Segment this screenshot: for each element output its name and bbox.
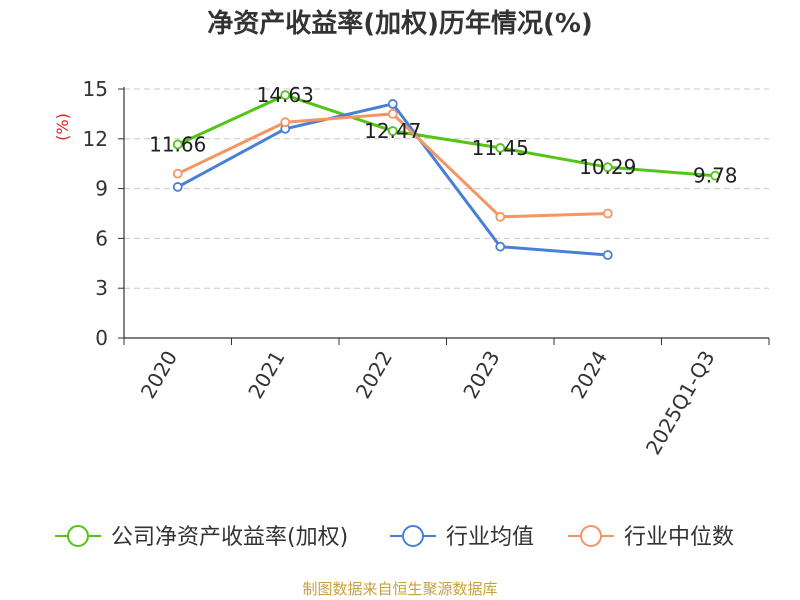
x-tick-label: 2023 [458,347,504,403]
data-label: 12.47 [364,119,421,143]
legend-label: 行业均值 [446,525,534,550]
data-label: 11.66 [149,132,206,156]
data-point [387,109,398,119]
legend-item: 公司净资产收益率(加权) [55,525,348,550]
chart-title: 净资产收益率(加权)历年情况(%) [207,8,593,39]
legend: 公司净资产收益率(加权) 行业均值 行业中位数 [55,525,734,550]
data-point [602,208,613,219]
data-label: 14.63 [257,83,314,107]
data-point [495,211,506,222]
x-tick-label: 2022 [351,347,397,403]
y-tick-label: 15 [83,77,108,101]
series-0 [172,90,721,181]
x-tick-label: 2021 [243,347,289,403]
data-point [602,250,613,260]
y-tick-label: 0 [95,326,108,350]
x-tick-label: 2020 [136,347,182,403]
series-2 [172,109,613,222]
x-tick-labels: 2020 2021 2022 2023 2024 2025Q1-Q3 [136,347,720,459]
data-point [387,99,398,109]
y-tick-label: 12 [83,127,108,151]
data-labels: 11.66 14.63 12.47 11.45 10.29 9.78 [149,83,737,188]
data-point [602,162,613,173]
data-point [387,126,398,136]
axes [118,87,770,345]
series-line [177,93,716,178]
data-point [495,143,506,153]
y-axis-unit: (%) [53,113,72,141]
legend-label: 行业中位数 [624,525,734,550]
legend-label: 公司净资产收益率(加权) [111,525,348,550]
legend-marker [67,525,89,547]
gridlines [124,88,769,289]
data-point [710,170,721,181]
data-label: 11.45 [472,136,529,160]
data-point [495,241,506,252]
source-note: 制图数据来自恒生聚源数据库 [302,580,497,598]
y-tick-label: 6 [95,226,108,250]
x-tick-label: 2025Q1-Q3 [641,347,720,459]
legend-item: 行业中位数 [568,525,734,550]
y-tick-labels: 0 3 6 9 12 15 [83,77,108,350]
x-tick-label: 2024 [566,347,612,403]
legend-item: 行业均值 [390,525,534,550]
y-tick-label: 9 [95,177,108,201]
legend-marker [402,525,424,547]
data-point [172,182,183,192]
data-point [280,90,291,101]
data-label: 10.29 [579,155,636,179]
data-point [172,139,183,150]
legend-marker [580,525,602,547]
data-point [280,117,291,128]
series-1 [172,99,613,260]
series-lines [172,90,721,260]
y-tick-label: 3 [95,276,108,300]
data-point [172,168,183,179]
data-label: 9.78 [693,164,738,188]
